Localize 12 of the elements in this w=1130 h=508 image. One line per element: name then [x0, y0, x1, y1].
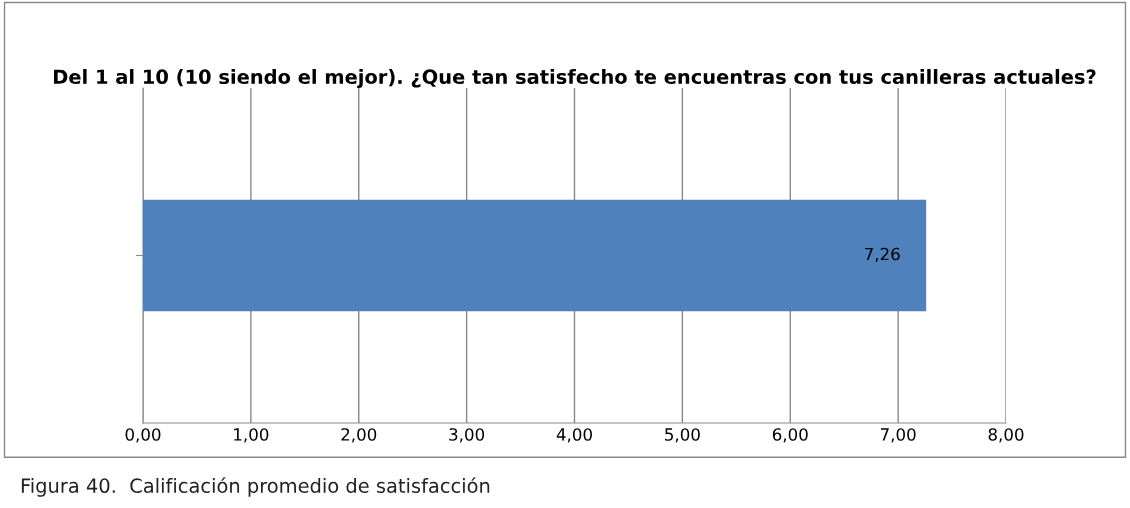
x-tick-label: 0,00	[125, 428, 161, 443]
chart-title: Del 1 al 10 (10 siendo el mejor). ¿Que tan satisfecho te encuentras con tus canilleras actuales?	[54, 69, 1096, 88]
data-label: 7,26	[865, 247, 900, 263]
x-tick-label: 8,00	[988, 428, 1024, 443]
x-tick-label: 5,00	[665, 428, 700, 443]
x-tick-label: 3,00	[449, 428, 485, 443]
x-tick-label: 2,00	[341, 428, 377, 443]
x-tick-label: 1,00	[234, 428, 269, 443]
x-tick-label: 4,00	[556, 428, 592, 443]
x-tick-label: 6,00	[772, 428, 808, 443]
text: Figura 40. Calificación promedio de satisfacción	[21, 477, 490, 497]
x-tick-label: 7,00	[880, 428, 916, 443]
